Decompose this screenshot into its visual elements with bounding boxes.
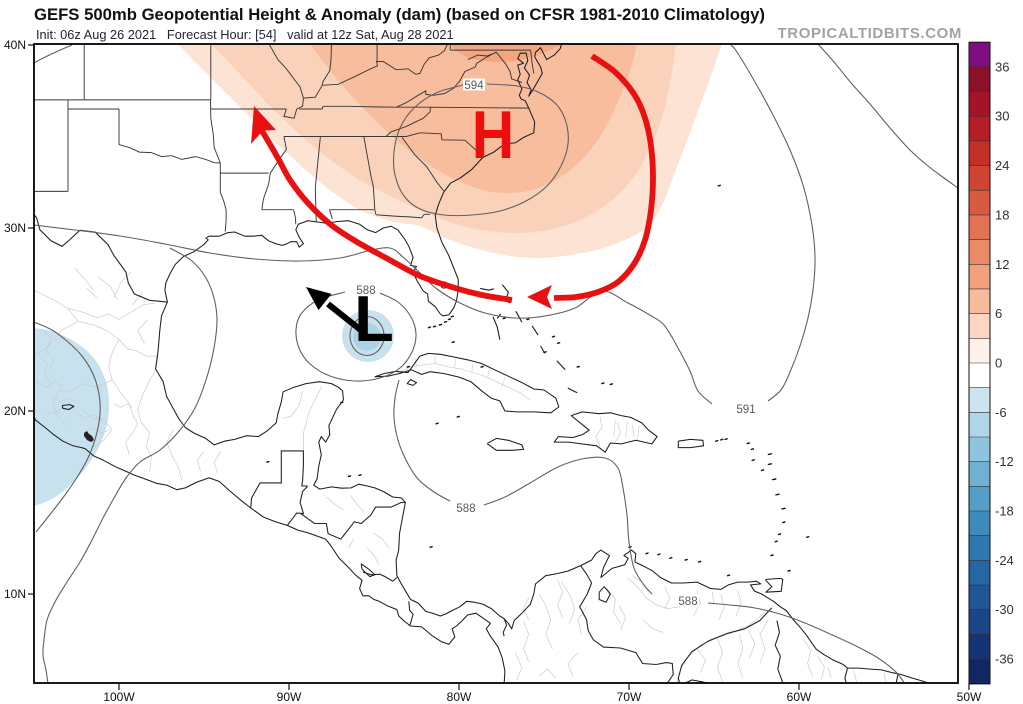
svg-text:30: 30 bbox=[995, 109, 1009, 124]
svg-text:588: 588 bbox=[456, 503, 475, 515]
svg-text:594: 594 bbox=[464, 80, 484, 92]
svg-text:591: 591 bbox=[736, 404, 755, 416]
svg-text:30N: 30N bbox=[4, 221, 26, 235]
svg-text:-12: -12 bbox=[995, 454, 1014, 469]
svg-text:24: 24 bbox=[995, 158, 1009, 173]
svg-text:H: H bbox=[472, 97, 515, 173]
svg-text:-30: -30 bbox=[995, 602, 1014, 617]
svg-text:588: 588 bbox=[356, 285, 375, 297]
svg-text:70W: 70W bbox=[617, 690, 642, 704]
svg-text:12: 12 bbox=[995, 257, 1009, 272]
svg-text:588: 588 bbox=[678, 596, 697, 608]
svg-text:40N: 40N bbox=[4, 38, 26, 52]
svg-text:L: L bbox=[354, 282, 394, 355]
svg-text:10N: 10N bbox=[4, 587, 26, 601]
svg-text:-18: -18 bbox=[995, 504, 1014, 519]
svg-text:-24: -24 bbox=[995, 553, 1014, 568]
svg-text:20N: 20N bbox=[4, 404, 26, 418]
svg-text:-6: -6 bbox=[995, 405, 1007, 420]
svg-text:6: 6 bbox=[995, 306, 1002, 321]
svg-text:100W: 100W bbox=[103, 690, 135, 704]
svg-text:0: 0 bbox=[995, 356, 1002, 371]
svg-text:80W: 80W bbox=[447, 690, 472, 704]
svg-text:50W: 50W bbox=[957, 690, 982, 704]
svg-text:60W: 60W bbox=[787, 690, 812, 704]
svg-text:36: 36 bbox=[995, 59, 1009, 74]
svg-text:18: 18 bbox=[995, 207, 1009, 222]
svg-text:-36: -36 bbox=[995, 652, 1014, 667]
svg-text:90W: 90W bbox=[277, 690, 302, 704]
